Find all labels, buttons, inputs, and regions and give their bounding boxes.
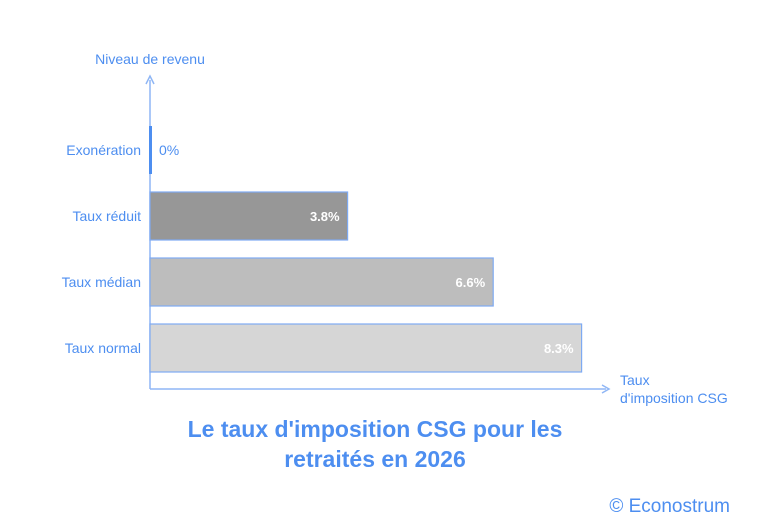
y-axis-arrow bbox=[145, 74, 155, 85]
data-label: 8.3% bbox=[544, 341, 574, 356]
category-label: Taux normal bbox=[65, 340, 141, 356]
chart-title: Le taux d'imposition CSG pour les retrai… bbox=[187, 416, 563, 472]
bar bbox=[149, 323, 583, 373]
category-label: Taux réduit bbox=[73, 208, 142, 224]
category-label: Taux médian bbox=[62, 274, 141, 290]
category-label: Exonération bbox=[66, 142, 141, 158]
data-label: 6.6% bbox=[456, 275, 486, 290]
bar bbox=[149, 257, 494, 307]
data-label: 0% bbox=[159, 142, 179, 158]
bar bbox=[149, 126, 152, 174]
data-label: 3.8% bbox=[310, 209, 340, 224]
credit: © Econostrum bbox=[609, 496, 730, 517]
x-axis-arrow bbox=[601, 384, 611, 394]
bar bbox=[149, 191, 349, 241]
y-axis-label: Niveau de revenu bbox=[95, 51, 205, 67]
x-axis-label: Taux d'imposition CSG bbox=[620, 372, 728, 406]
